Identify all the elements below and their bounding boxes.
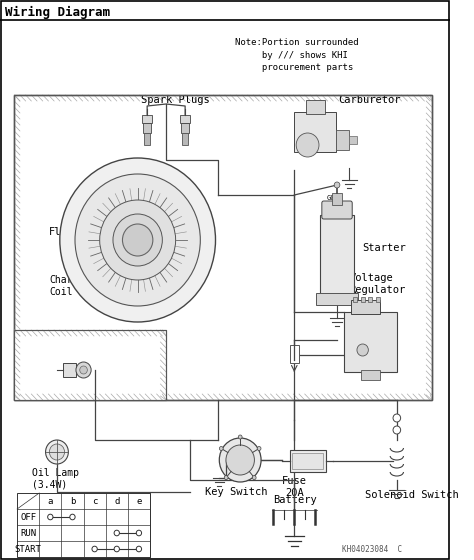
Bar xyxy=(368,297,372,302)
Bar xyxy=(144,133,150,145)
Text: START: START xyxy=(15,544,42,553)
Text: RUN: RUN xyxy=(20,529,36,538)
Circle shape xyxy=(48,514,53,520)
Text: e: e xyxy=(136,497,142,506)
Circle shape xyxy=(393,414,401,422)
Bar xyxy=(143,123,151,133)
Circle shape xyxy=(136,546,142,552)
Circle shape xyxy=(252,475,256,479)
Bar xyxy=(14,95,432,400)
Circle shape xyxy=(46,440,68,464)
Text: Battery: Battery xyxy=(273,495,317,505)
Text: Wiring Diagram: Wiring Diagram xyxy=(5,6,110,18)
Bar xyxy=(294,112,336,152)
Bar xyxy=(14,330,166,400)
Circle shape xyxy=(238,435,242,439)
Text: c: c xyxy=(232,463,236,468)
Text: a: a xyxy=(47,497,53,506)
Bar xyxy=(14,330,166,400)
Text: d: d xyxy=(114,497,119,506)
Text: KH04023084  C: KH04023084 C xyxy=(342,545,402,554)
Text: OFF: OFF xyxy=(20,512,36,521)
Text: b: b xyxy=(70,497,75,506)
Bar xyxy=(142,115,152,123)
Bar xyxy=(17,493,150,557)
Text: Flywheel: Flywheel xyxy=(49,227,100,237)
FancyBboxPatch shape xyxy=(322,201,352,219)
Circle shape xyxy=(70,514,75,520)
Circle shape xyxy=(80,366,87,374)
Text: Option
Oil Pressure Switch: Option Oil Pressure Switch xyxy=(24,342,136,363)
Bar xyxy=(361,297,365,302)
Circle shape xyxy=(75,174,201,306)
Bar xyxy=(14,95,432,400)
Bar xyxy=(290,450,326,472)
Bar xyxy=(24,105,422,390)
Bar xyxy=(361,370,380,380)
Bar xyxy=(332,193,342,205)
Bar xyxy=(290,345,299,363)
Circle shape xyxy=(122,224,153,256)
Circle shape xyxy=(334,182,340,188)
Text: Key Switch: Key Switch xyxy=(205,487,267,497)
Circle shape xyxy=(224,475,228,479)
Text: Carburetor: Carburetor xyxy=(338,95,401,105)
Text: Voltage
Regulator: Voltage Regulator xyxy=(349,273,406,295)
Circle shape xyxy=(60,158,216,322)
Bar xyxy=(292,453,323,469)
Circle shape xyxy=(136,530,142,536)
Text: Note:Portion surrounded
     by /// shows KHI
     procurement parts: Note:Portion surrounded by /// shows KHI… xyxy=(236,38,359,72)
Circle shape xyxy=(219,446,223,450)
Bar xyxy=(182,133,188,145)
Bar xyxy=(306,100,325,114)
Text: Starter: Starter xyxy=(363,243,406,253)
Circle shape xyxy=(257,446,261,450)
Circle shape xyxy=(219,438,261,482)
Bar xyxy=(181,115,190,123)
Text: d: d xyxy=(243,460,247,465)
Text: Fuse
20A: Fuse 20A xyxy=(282,476,307,498)
Text: Oil Lamp
(3.4W): Oil Lamp (3.4W) xyxy=(32,468,79,489)
Text: G0: G0 xyxy=(326,195,335,201)
Circle shape xyxy=(226,445,255,475)
Bar xyxy=(63,363,76,377)
Bar xyxy=(353,297,357,302)
Bar xyxy=(349,136,357,144)
Bar xyxy=(344,312,397,372)
Text: Spark Plugs: Spark Plugs xyxy=(140,95,209,105)
Circle shape xyxy=(393,426,401,434)
Text: Solenoid Switch: Solenoid Switch xyxy=(365,490,458,500)
Circle shape xyxy=(92,546,97,552)
Circle shape xyxy=(100,200,176,280)
Circle shape xyxy=(114,546,119,552)
Text: c: c xyxy=(92,497,97,506)
Bar xyxy=(182,123,189,133)
Text: Charging
Coil: Charging Coil xyxy=(49,275,96,297)
Circle shape xyxy=(296,133,319,157)
Circle shape xyxy=(114,530,119,536)
Circle shape xyxy=(49,444,64,460)
Bar xyxy=(320,215,354,295)
Circle shape xyxy=(113,214,162,266)
Bar xyxy=(24,340,156,390)
Bar xyxy=(376,297,380,302)
Bar xyxy=(351,300,380,314)
Bar xyxy=(336,130,349,150)
Circle shape xyxy=(76,362,91,378)
Bar xyxy=(316,293,358,305)
Circle shape xyxy=(357,344,368,356)
